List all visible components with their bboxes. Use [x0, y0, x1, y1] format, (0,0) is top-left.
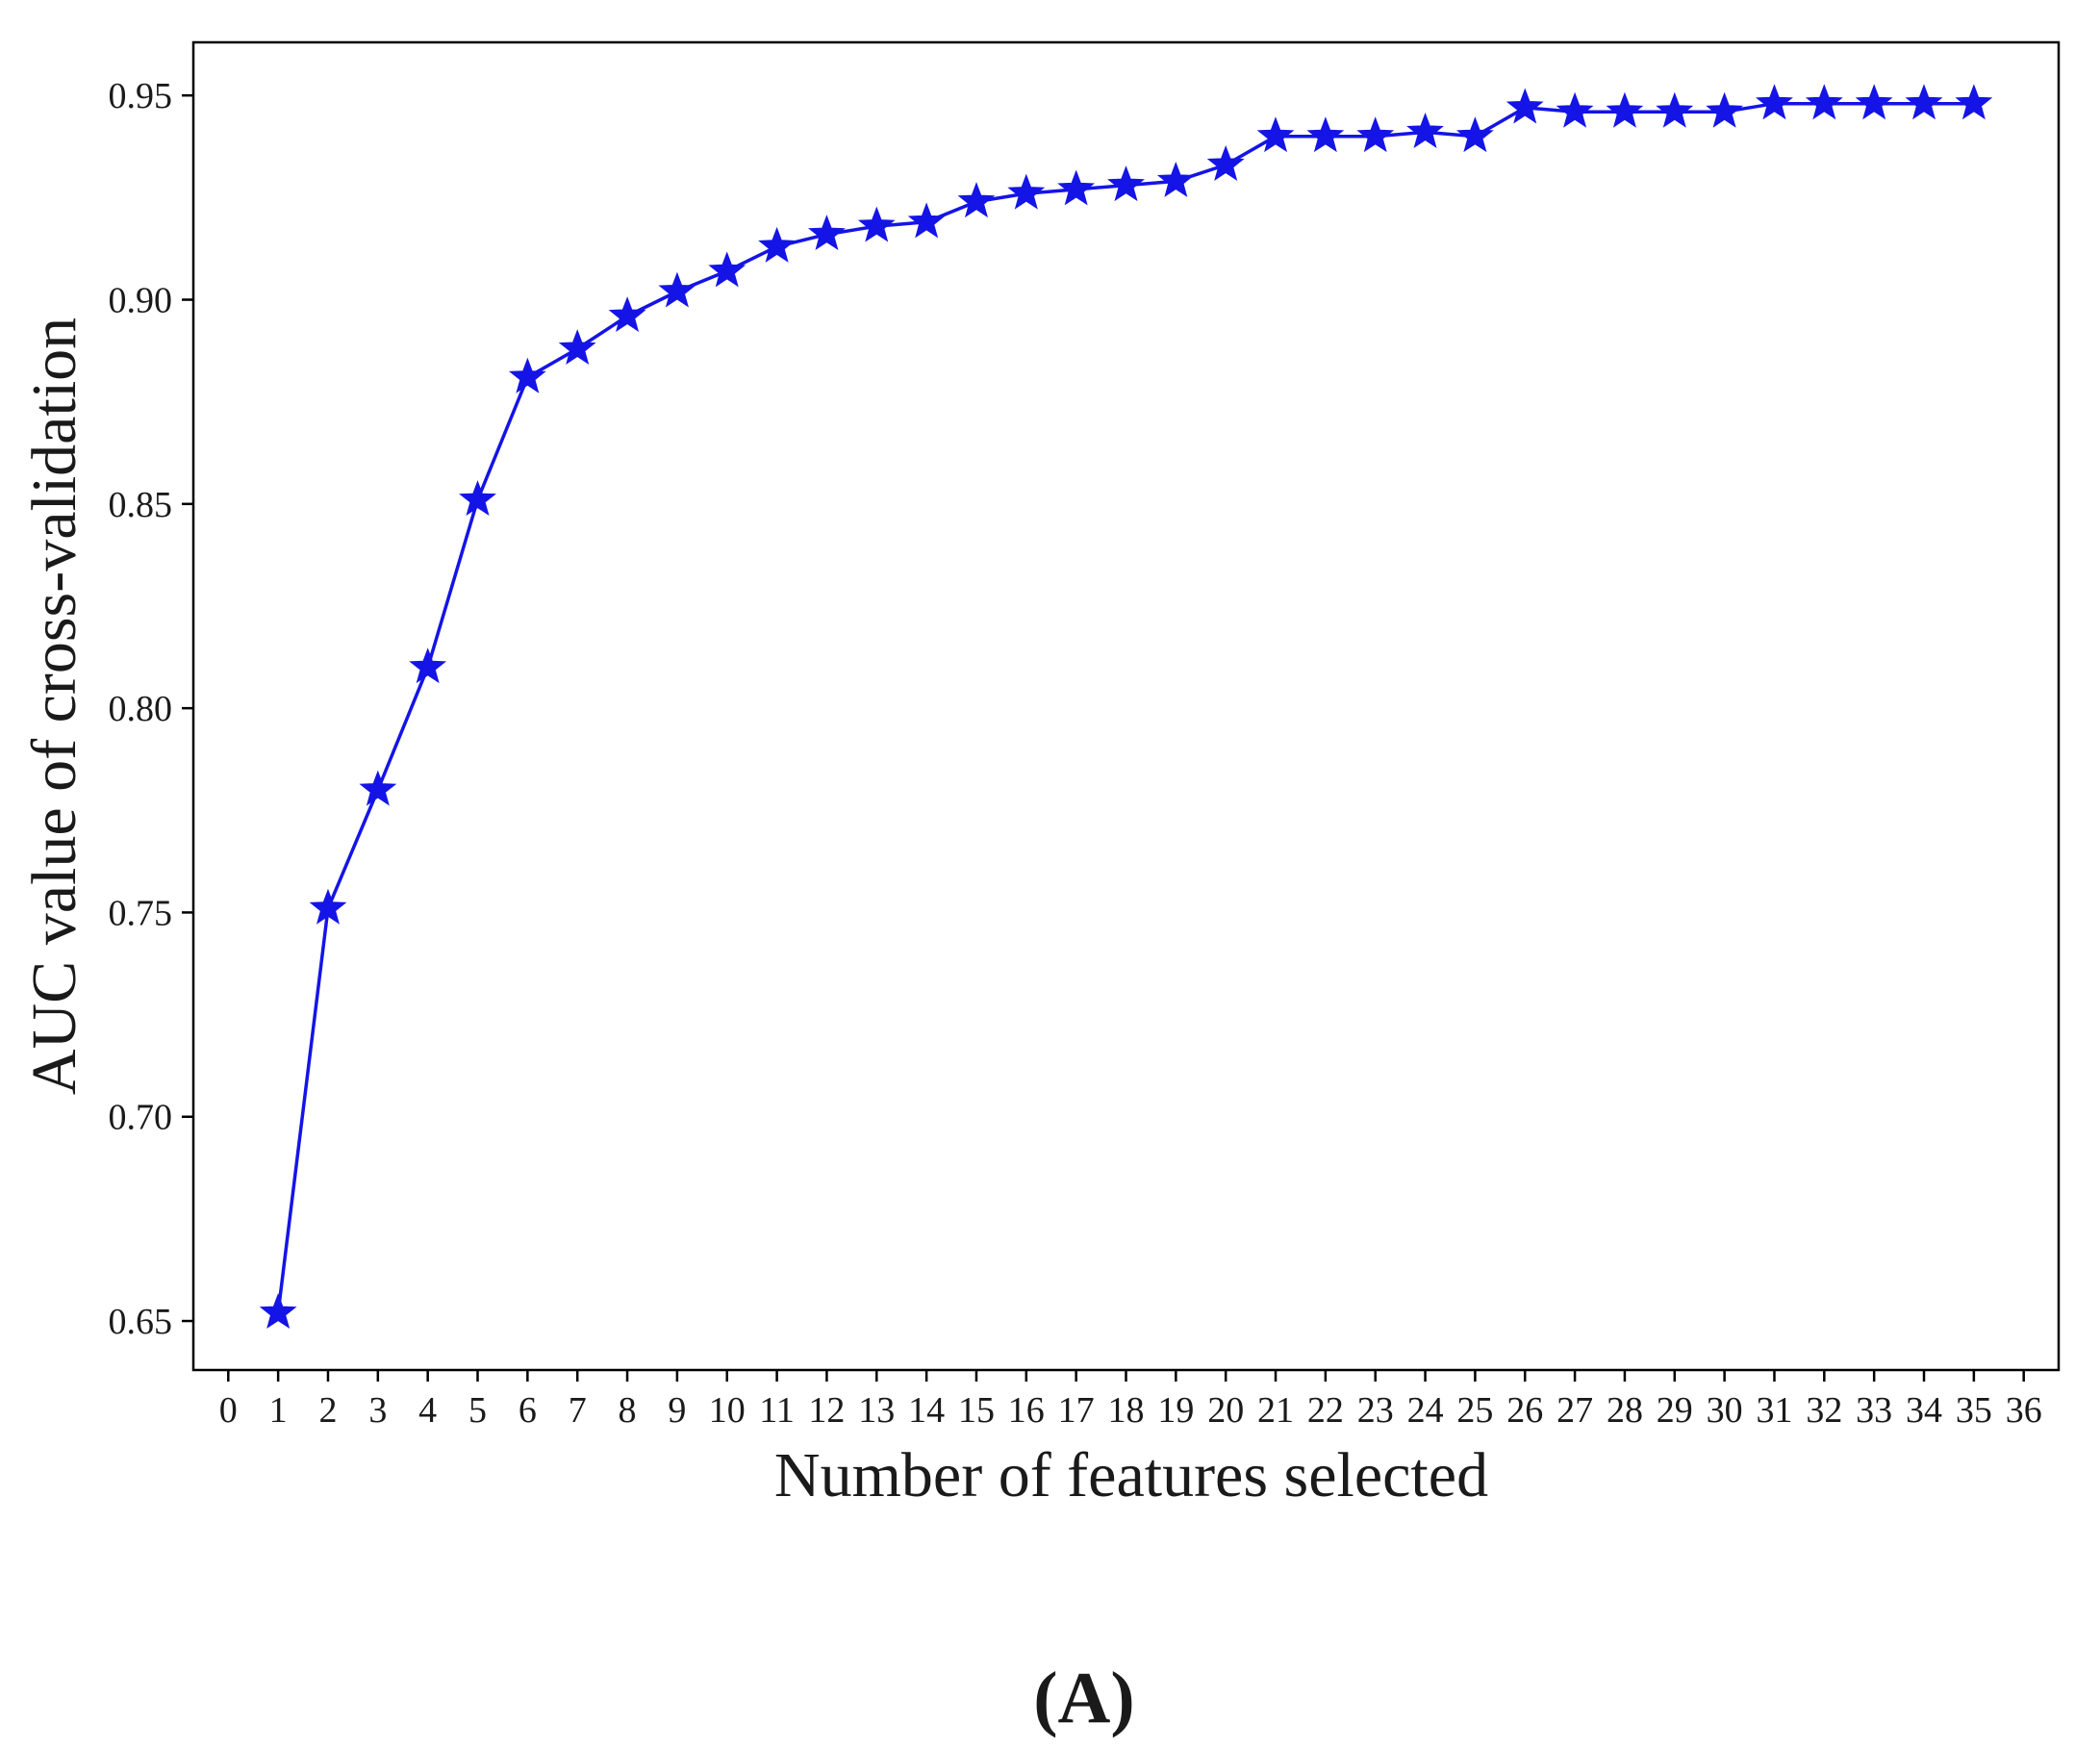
data-point-star — [309, 888, 347, 925]
data-point-star — [1756, 84, 1793, 120]
data-point-star — [1505, 88, 1544, 124]
x-tick-label: 22 — [1307, 1390, 1344, 1431]
data-point-star — [907, 202, 946, 239]
x-tick-label: 3 — [368, 1390, 387, 1431]
y-axis-ticks: 0.65 0.70 0.75 0.80 0.85 0.90 0.95 — [109, 76, 193, 1342]
x-tick-label: 28 — [1607, 1390, 1643, 1431]
plot-area — [191, 40, 2061, 1372]
x-tick-label: 12 — [808, 1390, 845, 1431]
x-tick-label: 25 — [1456, 1390, 1493, 1431]
data-point-star — [1107, 165, 1145, 202]
y-tick-label: 0.85 — [109, 485, 173, 525]
x-tick-label: 5 — [468, 1390, 487, 1431]
x-tick-label: 11 — [759, 1390, 795, 1431]
x-tick-label: 8 — [619, 1390, 637, 1431]
x-tick-label: 29 — [1657, 1390, 1693, 1431]
data-point-star — [708, 251, 746, 288]
data-point-star — [1556, 91, 1594, 128]
x-tick-label: 32 — [1806, 1390, 1842, 1431]
data-point-star — [1007, 173, 1046, 210]
x-tick-label: 21 — [1257, 1390, 1294, 1431]
x-tick-label: 27 — [1556, 1390, 1593, 1431]
data-point-star — [1356, 116, 1395, 153]
x-tick-label: 34 — [1906, 1390, 1942, 1431]
x-tick-label: 20 — [1207, 1390, 1244, 1431]
data-point-star — [1256, 116, 1295, 153]
x-tick-label: 13 — [858, 1390, 895, 1431]
x-tick-label: 10 — [709, 1390, 746, 1431]
x-tick-label: 24 — [1407, 1390, 1444, 1431]
data-point-star — [508, 357, 546, 393]
data-point-star — [1057, 169, 1096, 206]
y-tick-label: 0.90 — [109, 281, 173, 321]
y-tick-label: 0.80 — [109, 689, 173, 729]
data-point-star — [1406, 112, 1444, 148]
x-tick-label: 14 — [908, 1390, 945, 1431]
x-tick-label: 16 — [1008, 1390, 1045, 1431]
data-point-star — [1606, 91, 1644, 128]
data-point-star — [259, 1293, 297, 1330]
x-tick-label: 19 — [1157, 1390, 1194, 1431]
y-axis-title: AUC value of cross-validation — [19, 317, 89, 1095]
x-tick-label: 1 — [269, 1390, 288, 1431]
data-point-star — [459, 480, 496, 517]
data-point-star — [658, 271, 696, 308]
x-tick-label: 0 — [219, 1390, 238, 1431]
x-tick-label: 36 — [2006, 1390, 2042, 1431]
x-tick-label: 4 — [418, 1390, 437, 1431]
data-point-star — [608, 296, 646, 333]
panel-label: (A) — [1033, 1658, 1135, 1738]
x-tick-label: 7 — [569, 1390, 587, 1431]
data-point-star — [409, 647, 447, 684]
data-point-star — [1706, 91, 1744, 128]
x-tick-label: 17 — [1058, 1390, 1095, 1431]
x-axis-title: Number of features selected — [774, 1440, 1488, 1510]
x-tick-label: 31 — [1756, 1390, 1792, 1431]
data-point-star — [1156, 161, 1195, 197]
data-point-star — [1206, 144, 1245, 181]
x-axis-ticks: 0 1 2 3 4 5 6 7 8 9 10 11 12 13 14 15 16 17 18 19 20 21 22 23 24… — [219, 1370, 2042, 1431]
data-point-star — [1955, 84, 1993, 120]
x-tick-label: 35 — [1956, 1390, 1992, 1431]
x-tick-label: 26 — [1506, 1390, 1543, 1431]
y-tick-label: 0.70 — [109, 1098, 173, 1138]
data-point-star — [359, 770, 397, 806]
x-tick-label: 15 — [958, 1390, 995, 1431]
data-point-star — [1455, 116, 1494, 153]
data-point-star — [957, 182, 996, 218]
y-tick-label: 0.95 — [109, 76, 173, 116]
data-point-star — [558, 329, 596, 365]
y-tick-label: 0.65 — [109, 1302, 173, 1342]
data-point-star — [1656, 91, 1694, 128]
data-point-star — [857, 206, 896, 242]
data-point-star — [1805, 84, 1843, 120]
data-point-star — [1855, 84, 1893, 120]
data-point-star — [1306, 116, 1345, 153]
x-tick-label: 30 — [1707, 1390, 1743, 1431]
x-tick-label: 23 — [1357, 1390, 1394, 1431]
data-point-star — [1905, 84, 1943, 120]
x-tick-label: 18 — [1108, 1390, 1145, 1431]
series-markers — [259, 84, 1993, 1330]
x-tick-label: 33 — [1856, 1390, 1892, 1431]
data-point-star — [758, 226, 797, 263]
x-tick-label: 2 — [318, 1390, 337, 1431]
y-tick-label: 0.75 — [109, 893, 173, 933]
x-tick-label: 9 — [668, 1390, 686, 1431]
x-tick-label: 6 — [519, 1390, 537, 1431]
data-point-star — [808, 215, 846, 251]
